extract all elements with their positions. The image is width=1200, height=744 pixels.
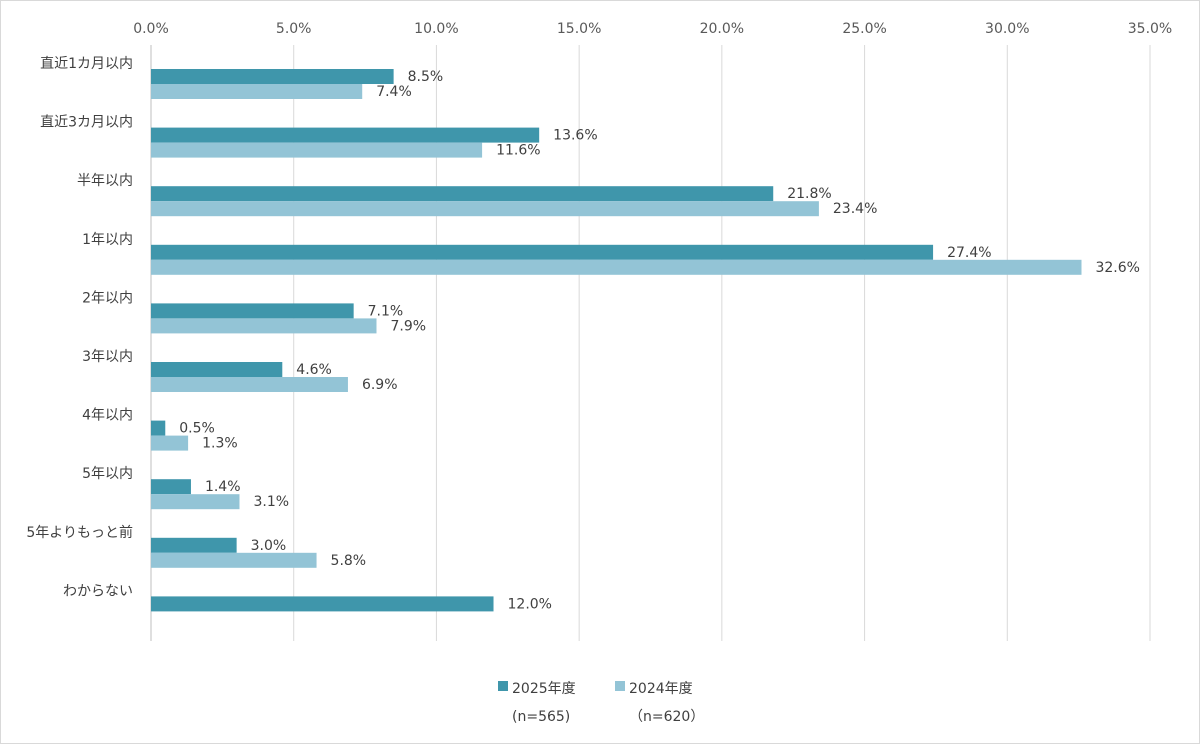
data-label-2024-8: 5.8% xyxy=(331,553,367,569)
bar-2024-4 xyxy=(151,318,377,334)
category-label: 3年以内 xyxy=(82,349,133,365)
x-tick-label: 20.0% xyxy=(700,21,744,37)
data-label-2025-6: 0.5% xyxy=(179,421,215,437)
bar-2025-0 xyxy=(151,69,394,84)
data-label-2025-8: 3.0% xyxy=(251,538,287,554)
x-axis-ticks: 0.0% 5.0% 10.0% 15.0% 20.0% 25.0% 30.0% 35.0% xyxy=(133,21,1172,37)
bar-2024-8 xyxy=(151,552,317,568)
data-label-2025-0: 8.5% xyxy=(408,69,444,85)
category-label: 4年以内 xyxy=(82,408,133,424)
bar-2024-7 xyxy=(151,494,240,510)
x-tick-label: 10.0% xyxy=(414,21,458,37)
legend: 2025年度 (n=565) 2024年度 （n=620） xyxy=(498,681,704,725)
category-label: 1年以内 xyxy=(82,232,133,248)
category-label: 半年以内 xyxy=(77,173,133,189)
data-label-2025-7: 1.4% xyxy=(205,479,241,495)
data-label-2024-5: 6.9% xyxy=(362,377,398,393)
category-label: 5年よりもっと前 xyxy=(26,524,133,541)
bar-2024-3 xyxy=(151,259,1082,275)
data-label-2024-0: 7.4% xyxy=(376,84,412,100)
x-tick-label: 30.0% xyxy=(985,21,1029,37)
category-label: 直近1カ月以内 xyxy=(40,55,133,72)
data-label-2025-2: 21.8% xyxy=(787,186,831,202)
category-label: 直近3カ月以内 xyxy=(40,114,133,131)
data-label-2024-6: 1.3% xyxy=(202,436,238,452)
x-tick-label: 15.0% xyxy=(557,21,601,37)
bar-2025-5 xyxy=(151,362,283,377)
data-label-2025-9: 12.0% xyxy=(508,596,552,612)
data-label-2025-4: 7.1% xyxy=(368,303,404,319)
bar-2024-1 xyxy=(151,142,483,158)
data-label-2024-2: 23.4% xyxy=(833,201,877,217)
bar-2024-5 xyxy=(151,377,348,392)
bar-2025-9 xyxy=(151,596,494,612)
legend-sample-size-1: （n=620） xyxy=(629,709,704,725)
data-label-2025-3: 27.4% xyxy=(947,245,991,261)
legend-swatch-0 xyxy=(498,681,508,691)
legend-label-1: 2024年度 xyxy=(629,681,693,697)
x-tick-label: 35.0% xyxy=(1128,21,1172,37)
legend-sample-size-0: (n=565) xyxy=(512,709,570,725)
bar-2025-2 xyxy=(151,186,774,202)
data-label-2025-1: 13.6% xyxy=(553,128,597,144)
category-label: 5年以内 xyxy=(82,466,133,482)
data-label-2024-3: 32.6% xyxy=(1095,260,1139,276)
x-tick-label: 25.0% xyxy=(842,21,886,37)
category-label: わからない xyxy=(63,583,133,599)
bar-2025-6 xyxy=(151,420,166,436)
data-label-2024-1: 11.6% xyxy=(496,143,540,159)
data-label-2025-5: 4.6% xyxy=(296,362,332,378)
x-tick-label: 0.0% xyxy=(133,21,169,37)
bar-2024-0 xyxy=(151,84,363,99)
data-label-2024-4: 7.9% xyxy=(390,318,426,334)
bar-2025-1 xyxy=(151,127,540,143)
bar-2025-3 xyxy=(151,244,934,260)
bar-2024-2 xyxy=(151,201,819,217)
bars xyxy=(151,69,1082,612)
legend-swatch-1 xyxy=(615,681,625,691)
bar-2025-8 xyxy=(151,537,237,553)
data-labels: 8.5%7.4% 13.6% 11.6% 21.8%23.4% 27.4% 32.6% 7.… xyxy=(179,69,1140,612)
bar-2025-4 xyxy=(151,303,354,319)
bar-2025-7 xyxy=(151,479,191,495)
x-tick-label: 5.0% xyxy=(276,21,312,37)
category-label: 2年以内 xyxy=(82,290,133,306)
data-label-2024-7: 3.1% xyxy=(253,494,289,510)
bar-2024-6 xyxy=(151,435,189,451)
legend-label-0: 2025年度 xyxy=(512,681,576,697)
